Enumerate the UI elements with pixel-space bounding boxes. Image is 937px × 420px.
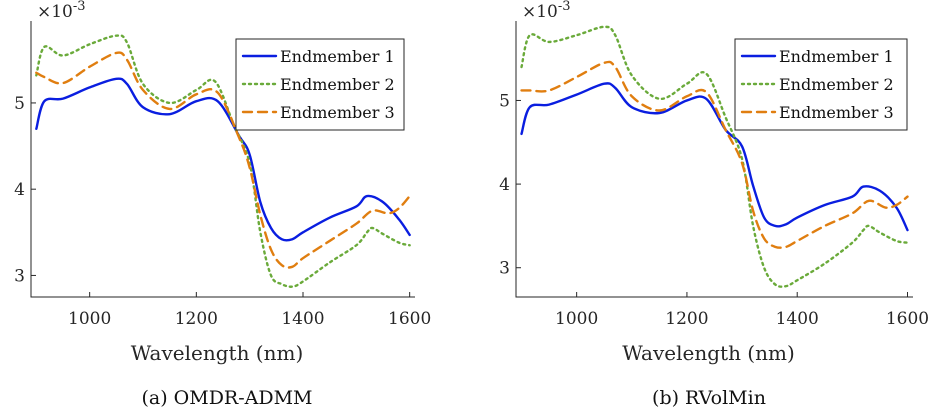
chart-panel-a: 1000 1200 1400 1600 3 4 5 ×10-3 Wavelength (nm) (… xyxy=(14,0,431,409)
series-group xyxy=(520,25,909,288)
legend-label-endmember-3: Endmember 3 xyxy=(779,103,894,122)
x-axis-label: Wavelength (nm) xyxy=(131,341,304,365)
legend: Endmember 1 Endmember 2 Endmember 3 xyxy=(235,38,405,131)
panel-caption: (a) OMDR-ADMM xyxy=(141,387,312,409)
y-exponent-base: ×10 xyxy=(37,2,73,22)
x-tick-label: 1400 xyxy=(776,309,819,329)
axes xyxy=(515,21,913,298)
legend-label-endmember-3: Endmember 3 xyxy=(280,103,395,122)
x-tick-label: 1600 xyxy=(388,309,431,329)
y-exponent-label: ×10-3 xyxy=(37,0,86,22)
series-line-endmember-1 xyxy=(520,82,909,232)
y-tick-label: 3 xyxy=(499,259,510,279)
legend-label-endmember-1: Endmember 1 xyxy=(280,47,395,66)
series-line-endmember-3 xyxy=(520,60,909,249)
y-tick-label: 4 xyxy=(14,180,25,200)
y-tick-label: 5 xyxy=(499,91,510,111)
x-tick-label: 1000 xyxy=(555,309,598,329)
legend-box xyxy=(734,38,908,131)
legend-label-endmember-2: Endmember 2 xyxy=(779,75,894,94)
x-tick-label: 1000 xyxy=(68,309,111,329)
y-exponent-label: ×10-3 xyxy=(522,0,571,22)
y-tick-label: 3 xyxy=(14,266,25,286)
y-exponent-power: -3 xyxy=(73,0,86,14)
series-line-endmember-3 xyxy=(35,51,411,269)
x-tick-label: 1200 xyxy=(665,309,708,329)
legend: Endmember 1 Endmember 2 Endmember 3 xyxy=(734,38,908,131)
chart-panel-b: 1000 1200 1400 1600 3 4 5 ×10-3 Wavelength (nm) (… xyxy=(499,0,929,409)
x-tick-label: 1400 xyxy=(281,309,324,329)
x-tick-label: 1600 xyxy=(886,309,929,329)
y-tick-label: 5 xyxy=(14,94,25,114)
x-axis-label: Wavelength (nm) xyxy=(622,341,795,365)
x-tick-label: 1200 xyxy=(175,309,218,329)
y-exponent-base: ×10 xyxy=(522,2,558,22)
y-tick-label: 4 xyxy=(499,175,510,195)
series-group xyxy=(35,34,411,288)
panel-caption: (b) RVolMin xyxy=(652,387,766,409)
axes xyxy=(30,21,415,298)
series-line-endmember-1 xyxy=(35,77,411,242)
legend-label-endmember-2: Endmember 2 xyxy=(280,75,395,94)
y-exponent-power: -3 xyxy=(558,0,571,14)
legend-label-endmember-1: Endmember 1 xyxy=(779,47,894,66)
